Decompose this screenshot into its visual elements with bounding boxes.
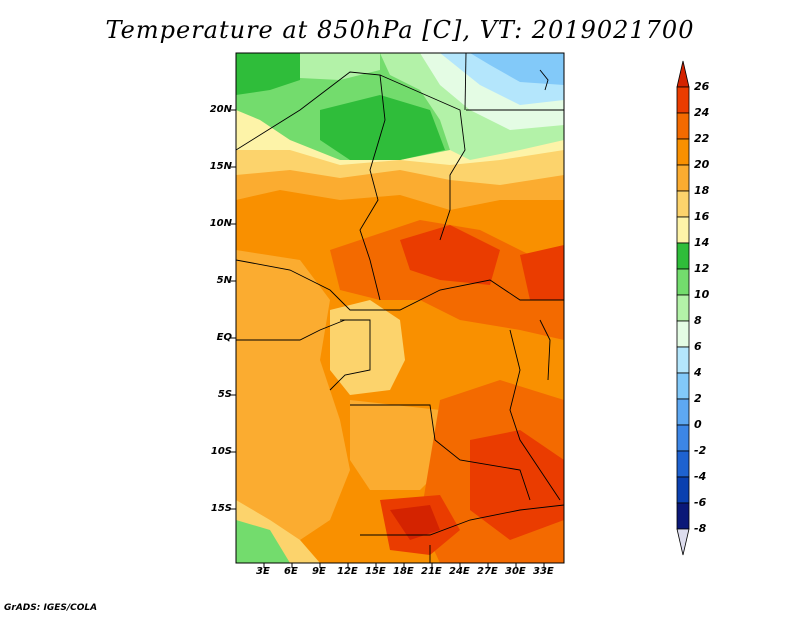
colorbar-label: 16 — [694, 210, 710, 223]
border-chad-west — [236, 71, 386, 301]
colorbar-label: 2 — [694, 392, 702, 405]
colorbar-label: 26 — [694, 80, 710, 93]
borders — [236, 53, 564, 563]
colorbar-label: 10 — [694, 288, 710, 301]
border-angola — [350, 404, 531, 501]
x-tick-label: 6E — [284, 566, 298, 577]
colorbar-segment — [676, 476, 690, 504]
border-namibia — [360, 504, 564, 536]
border-congo — [329, 319, 371, 391]
border-central — [236, 259, 564, 311]
colorbar-top-arrow — [676, 60, 690, 88]
colorbar-segment — [676, 268, 690, 296]
colorbar-segment — [676, 190, 690, 218]
x-tick-label: 3E — [256, 566, 270, 577]
colorbar-label: -8 — [694, 522, 707, 535]
x-tick-label: 9E — [312, 566, 326, 577]
colorbar-segment — [676, 424, 690, 452]
colorbar-label: 8 — [694, 314, 702, 327]
field-south-max — [390, 505, 440, 540]
field-med-blue — [470, 53, 564, 85]
y-tick-label: 10S — [210, 446, 232, 457]
colorbar-label: 0 — [694, 418, 702, 431]
map-frame — [235, 52, 565, 564]
colorbar-label: -6 — [694, 496, 707, 509]
y-tick-label: 5N — [216, 275, 232, 286]
field-east-hot — [520, 245, 564, 300]
colorbar-label: 6 — [694, 340, 702, 353]
border-sudan — [379, 74, 466, 241]
y-tick-label: 20N — [209, 104, 232, 115]
x-tick-label: 30E — [505, 566, 526, 577]
field-west-band — [236, 250, 350, 540]
colorbar-label: 24 — [694, 106, 710, 119]
chart-title: Temperature at 850hPa [C], VT: 201902170… — [105, 16, 695, 44]
colorbar-segment — [676, 164, 690, 192]
y-tick-label: 15N — [209, 161, 232, 172]
colorbar-segment — [676, 242, 690, 270]
colorbar-label: 22 — [694, 132, 710, 145]
y-tick-label: 10N — [209, 218, 232, 229]
border-lake-victoria — [539, 319, 551, 381]
coast-sinai — [539, 69, 549, 91]
y-tick-label: EQ — [216, 332, 232, 343]
y-ticks — [231, 109, 236, 510]
field-southeast-hot — [470, 430, 564, 540]
colorbar-label: 20 — [694, 158, 710, 171]
border-east — [509, 329, 561, 501]
colorbar-segment — [676, 372, 690, 400]
colorbar-segment — [676, 398, 690, 426]
colorbar-segment — [676, 450, 690, 478]
colorbar-label: 18 — [694, 184, 710, 197]
border-egypt-west — [464, 53, 467, 111]
colorbar-label: -4 — [694, 470, 707, 483]
colorbar-segment — [676, 216, 690, 244]
colorbar-label: 14 — [694, 236, 710, 249]
colorbar-label: -2 — [694, 444, 707, 457]
x-ticks — [263, 563, 545, 568]
coast-guinea — [236, 319, 346, 341]
x-tick-label: 33E — [533, 566, 554, 577]
x-tick-label: 15E — [365, 566, 386, 577]
colorbar-segment — [676, 502, 690, 530]
x-tick-label: 21E — [421, 566, 442, 577]
x-tick-label: 24E — [449, 566, 470, 577]
field-sw-green — [236, 520, 290, 563]
colorbar-label: 4 — [694, 366, 702, 379]
field-angola-light — [350, 400, 450, 490]
credit-text: GrADS: IGES/COLA — [4, 603, 98, 613]
colorbar-segment — [676, 138, 690, 166]
colorbar-segment — [676, 86, 690, 114]
colorbar-segment — [676, 346, 690, 374]
x-tick-label: 27E — [477, 566, 498, 577]
x-tick-label: 18E — [393, 566, 414, 577]
y-tick-label: 15S — [210, 503, 232, 514]
colorbar-segment — [676, 112, 690, 140]
field-sudan-hot — [400, 225, 500, 285]
colorbar-label: 12 — [694, 262, 710, 275]
field-congo-light — [330, 300, 405, 395]
colorbar-segment — [676, 294, 690, 322]
temperature-field — [236, 53, 564, 563]
y-tick-label: 5S — [217, 389, 232, 400]
colorbar — [676, 60, 690, 556]
colorbar-segment — [676, 320, 690, 348]
colorbar-bottom-arrow — [676, 528, 690, 556]
field-northwest-green — [236, 53, 300, 95]
x-tick-label: 12E — [337, 566, 358, 577]
